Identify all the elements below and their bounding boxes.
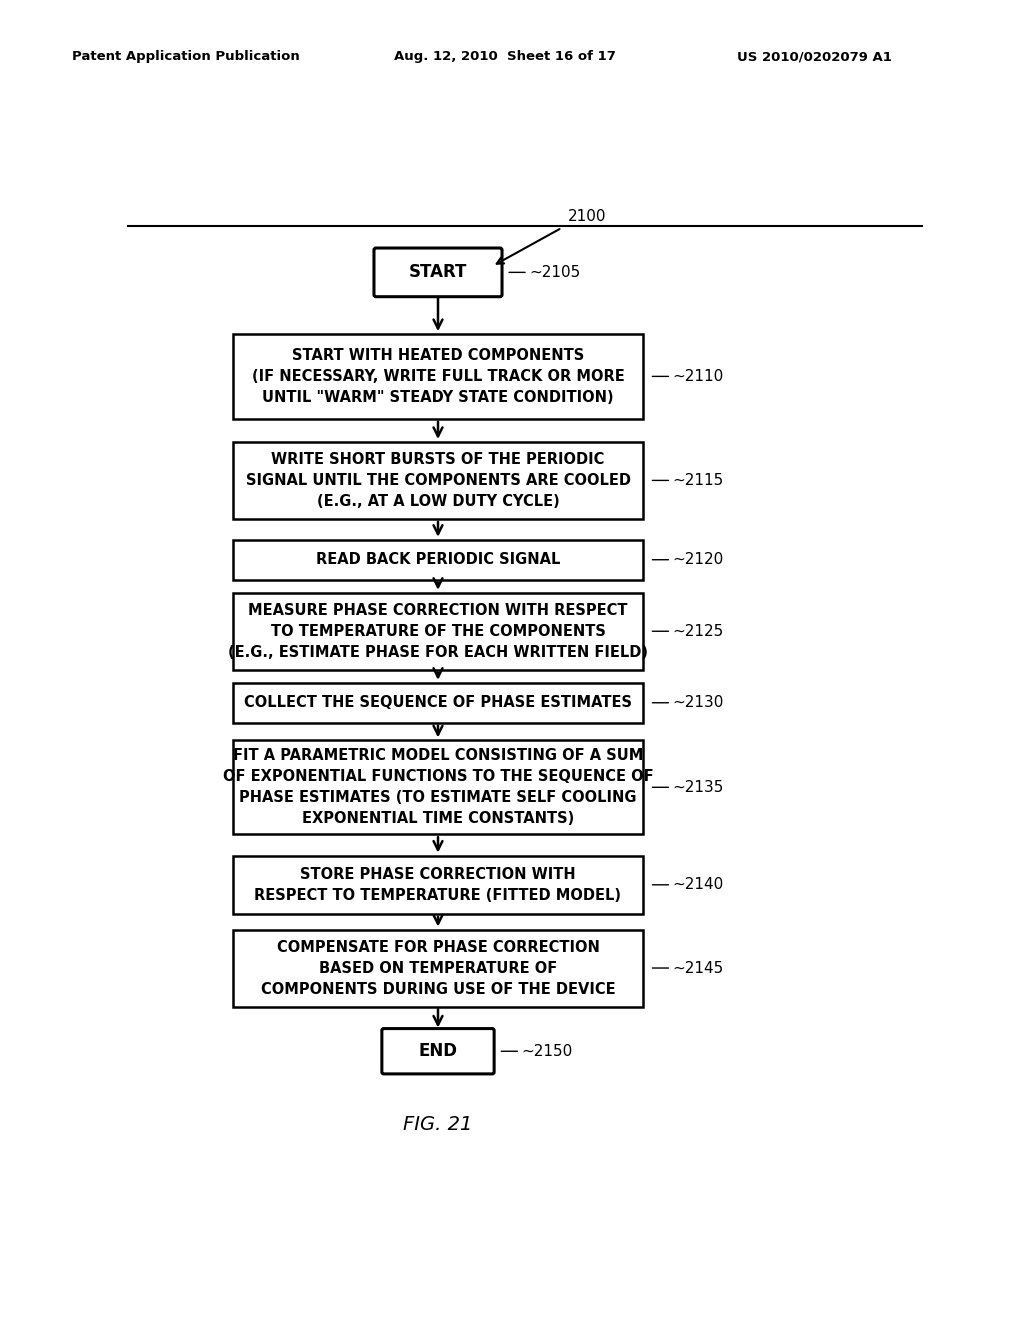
FancyBboxPatch shape [374, 248, 502, 297]
Bar [232, 855, 643, 913]
Text: READ BACK PERIODIC SIGNAL: READ BACK PERIODIC SIGNAL [315, 552, 560, 568]
Bar [232, 334, 643, 418]
Bar [232, 442, 643, 519]
Text: FIT A PARAMETRIC MODEL CONSISTING OF A SUM
OF EXPONENTIAL FUNCTIONS TO THE SEQUE: FIT A PARAMETRIC MODEL CONSISTING OF A S… [222, 748, 653, 826]
Text: ~2115: ~2115 [673, 473, 724, 488]
Text: END: END [419, 1043, 458, 1060]
Text: WRITE SHORT BURSTS OF THE PERIODIC
SIGNAL UNTIL THE COMPONENTS ARE COOLED
(E.G.,: WRITE SHORT BURSTS OF THE PERIODIC SIGNA… [246, 451, 631, 510]
Text: START WITH HEATED COMPONENTS
(IF NECESSARY, WRITE FULL TRACK OR MORE
UNTIL "WARM: START WITH HEATED COMPONENTS (IF NECESSA… [252, 348, 625, 405]
Text: FIG. 21: FIG. 21 [403, 1115, 473, 1134]
Text: ~2140: ~2140 [673, 878, 724, 892]
Text: ~2150: ~2150 [521, 1044, 573, 1059]
Text: 2100: 2100 [568, 209, 606, 224]
Text: START: START [409, 264, 467, 281]
Text: Patent Application Publication: Patent Application Publication [72, 50, 299, 63]
Text: ~2145: ~2145 [673, 961, 724, 975]
Text: ~2105: ~2105 [529, 265, 581, 280]
Text: ~2120: ~2120 [673, 552, 724, 568]
Text: MEASURE PHASE CORRECTION WITH RESPECT
TO TEMPERATURE OF THE COMPONENTS
(E.G., ES: MEASURE PHASE CORRECTION WITH RESPECT TO… [228, 603, 648, 660]
Bar [232, 682, 643, 723]
Bar [232, 540, 643, 579]
Text: ~2110: ~2110 [673, 368, 724, 384]
Bar [232, 741, 643, 834]
Text: ~2125: ~2125 [673, 624, 724, 639]
Text: COLLECT THE SEQUENCE OF PHASE ESTIMATES: COLLECT THE SEQUENCE OF PHASE ESTIMATES [244, 696, 632, 710]
Text: Aug. 12, 2010  Sheet 16 of 17: Aug. 12, 2010 Sheet 16 of 17 [394, 50, 616, 63]
FancyBboxPatch shape [382, 1028, 495, 1074]
Text: COMPENSATE FOR PHASE CORRECTION
BASED ON TEMPERATURE OF
COMPONENTS DURING USE OF: COMPENSATE FOR PHASE CORRECTION BASED ON… [261, 940, 615, 997]
Text: STORE PHASE CORRECTION WITH
RESPECT TO TEMPERATURE (FITTED MODEL): STORE PHASE CORRECTION WITH RESPECT TO T… [255, 867, 622, 903]
Text: ~2135: ~2135 [673, 780, 724, 795]
Text: ~2130: ~2130 [673, 696, 724, 710]
Text: US 2010/0202079 A1: US 2010/0202079 A1 [737, 50, 892, 63]
Bar [232, 593, 643, 669]
Bar [232, 929, 643, 1007]
